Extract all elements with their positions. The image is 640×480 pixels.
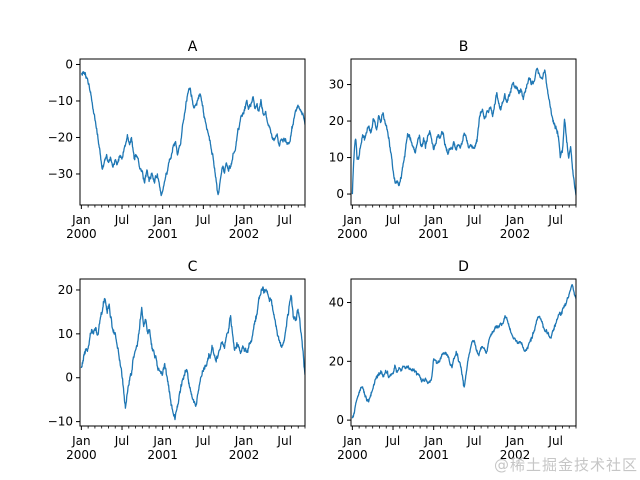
- x-tick-label: Jan: [505, 213, 525, 227]
- y-tick-label: −20: [48, 130, 73, 144]
- y-tick-label: 10: [329, 151, 344, 165]
- x-tick-label: Jan: [71, 434, 91, 448]
- x-tick-label: Jan: [505, 434, 525, 448]
- x-tick-label: Jan: [423, 434, 443, 448]
- axes-frame: [350, 58, 577, 206]
- y-tick-label: 20: [329, 114, 344, 128]
- x-tick-year-label: 2000: [337, 448, 368, 462]
- y-tick-label: 0: [336, 187, 344, 201]
- y-tick-label: 0: [65, 57, 73, 71]
- x-tick-label: Jul: [466, 213, 481, 227]
- axes-frame: [79, 278, 306, 427]
- series-line: [351, 284, 576, 419]
- x-tick-year-label: 2001: [147, 448, 178, 462]
- x-tick-label: Jul: [466, 434, 481, 448]
- x-tick-year-label: 2000: [66, 227, 97, 241]
- y-tick-label: −10: [48, 415, 73, 429]
- series-line: [81, 71, 305, 197]
- series-line: [351, 67, 576, 196]
- x-tick-year-label: 2002: [229, 227, 260, 241]
- x-tick-label: Jul: [276, 434, 291, 448]
- x-tick-label: Jan: [342, 213, 362, 227]
- x-tick-label: Jul: [195, 213, 210, 227]
- x-tick-label: Jan: [152, 213, 172, 227]
- x-tick-year-label: 2001: [418, 448, 449, 462]
- x-tick-label: Jul: [385, 434, 400, 448]
- x-tick-year-label: 2000: [337, 227, 368, 241]
- y-axis: 0 20 40: [329, 296, 351, 427]
- y-tick-label: 0: [336, 413, 344, 427]
- y-tick-label: 20: [329, 354, 344, 368]
- x-tick-year-label: 2001: [147, 227, 178, 241]
- x-tick-label: Jul: [276, 213, 291, 227]
- x-tick-year-label: 2000: [66, 448, 97, 462]
- x-tick-year-label: 2001: [418, 227, 449, 241]
- y-axis: 0 10 20 30: [329, 78, 351, 201]
- x-tick-label: Jul: [195, 434, 210, 448]
- axes-frame: [79, 58, 306, 206]
- y-tick-label: −10: [48, 94, 73, 108]
- x-tick-label: Jan: [234, 213, 254, 227]
- chart-title-d: D: [458, 259, 469, 275]
- y-axis: −10 0 10 20: [48, 283, 80, 429]
- axes-frame: [350, 278, 577, 427]
- x-tick-label: Jan: [152, 434, 172, 448]
- y-tick-label: 30: [329, 78, 344, 92]
- y-tick-label: 10: [58, 327, 73, 341]
- chart-title-c: C: [188, 259, 198, 275]
- y-tick-label: 20: [58, 283, 73, 297]
- x-tick-label: Jan: [234, 434, 254, 448]
- x-tick-label: Jan: [71, 213, 91, 227]
- x-tick-year-label: 2002: [229, 448, 260, 462]
- x-tick-label: Jul: [547, 434, 562, 448]
- y-tick-label: 0: [65, 371, 73, 385]
- x-tick-year-label: 2002: [500, 448, 531, 462]
- series-line: [80, 286, 305, 421]
- x-tick-label: Jan: [342, 434, 362, 448]
- x-tick-label: Jul: [547, 213, 562, 227]
- x-tick-year-label: 2002: [500, 227, 531, 241]
- x-tick-label: Jan: [423, 213, 443, 227]
- x-tick-label: Jul: [385, 213, 400, 227]
- x-tick-label: Jul: [114, 434, 129, 448]
- y-axis: 0 −10 −20 −30: [48, 57, 80, 181]
- chart-title-a: A: [188, 39, 198, 55]
- chart-title-b: B: [459, 39, 469, 55]
- y-tick-label: 40: [329, 296, 344, 310]
- x-tick-label: Jul: [114, 213, 129, 227]
- y-tick-label: −30: [48, 167, 73, 181]
